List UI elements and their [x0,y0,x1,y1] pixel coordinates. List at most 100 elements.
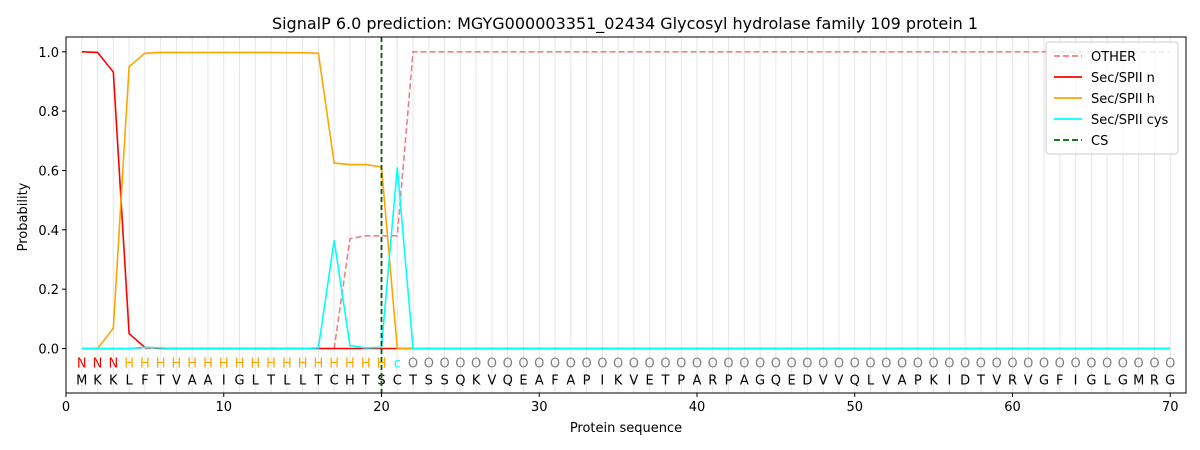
region-label: O [1070,356,1080,371]
region-label: H [345,356,355,371]
region-label: H [282,356,292,371]
region-label: O [439,356,449,371]
region-label: O [471,356,481,371]
region-label: H [124,356,134,371]
residue-label: P [677,374,685,389]
residue-label: K [614,374,623,389]
region-label: O [676,356,686,371]
region-label: O [424,356,434,371]
region-label: O [739,356,749,371]
legend-entry-label: OTHER [1091,50,1136,65]
residue-label: V [172,374,181,389]
legend-box [1045,41,1179,155]
residue-label: F [141,374,148,389]
residue-label: A [535,374,544,389]
x-tick-label: 40 [689,400,706,415]
region-label: H [187,356,197,371]
residue-label: K [93,374,102,389]
residue-label: P [583,374,591,389]
residue-label: P [914,374,922,389]
region-label: N [108,356,118,371]
residue-label: S [425,374,433,389]
residue-label: G [755,374,765,389]
region-label: O [1134,356,1144,371]
residue-label: G [234,374,244,389]
region-label: H [140,356,150,371]
residue-label: L [252,374,260,389]
region-label: c [394,356,401,371]
region-label: O [1007,356,1017,371]
region-label: H [250,356,260,371]
series-line-sec-spii-n [81,51,1171,350]
residue-label: G [1086,374,1096,389]
residue-label: Q [503,374,513,389]
region-label: O [581,356,591,371]
y-tick-label: 1.0 [38,46,59,61]
region-label: H [219,356,229,371]
region-label: O [1165,356,1175,371]
region-label: O [976,356,986,371]
region-label: H [203,356,213,371]
residue-label: A [566,374,575,389]
region-label: O [1118,356,1128,371]
x-tick-label: 20 [373,400,390,415]
residue-label: M [1133,374,1144,389]
residue-label: I [600,374,604,389]
residue-label: M [76,374,87,389]
residue-label: T [361,374,370,389]
residue-label: E [646,374,654,389]
residue-label: C [393,374,402,389]
region-label: O [408,356,418,371]
region-label: O [865,356,875,371]
region-label: O [771,356,781,371]
residue-label: L [867,374,875,389]
region-label: O [1149,356,1159,371]
chart-title: SignalP 6.0 prediction: MGYG000003351_02… [272,14,978,34]
residue-label: V [992,374,1001,389]
residue-label: V [819,374,828,389]
residue-label: I [1074,374,1078,389]
region-label: O [597,356,607,371]
region-label: O [1023,356,1033,371]
region-label: O [518,356,528,371]
x-tick-label: 0 [62,400,70,415]
x-axis-label: Protein sequence [570,421,682,436]
residue-label: C [330,374,339,389]
residue-label: Q [455,374,465,389]
region-label: O [534,356,544,371]
residue-label: V [835,374,844,389]
residue-label: V [882,374,891,389]
residue-label: T [313,374,322,389]
residue-label: D [802,374,812,389]
series-line-sec-spii-h [81,51,1171,350]
x-tick-label: 50 [846,400,863,415]
residue-label: V [629,374,638,389]
residue-label: F [551,374,558,389]
region-label: O [723,356,733,371]
residue-label: A [898,374,907,389]
residue-label: L [299,374,307,389]
residue-label: L [1104,374,1112,389]
region-label: O [629,356,639,371]
region-label: O [1055,356,1065,371]
region-label: O [913,356,923,371]
y-axis-label: Probability [16,182,31,251]
residue-label: V [487,374,496,389]
region-label: O [645,356,655,371]
region-label: O [755,356,765,371]
residue-label: I [947,374,951,389]
y-tick-label: 0.0 [38,343,59,358]
region-label: O [787,356,797,371]
legend-entry-label: Sec/SPII n [1091,71,1155,86]
residue-label: F [1056,374,1063,389]
residue-label: T [156,374,165,389]
region-label: O [708,356,718,371]
residue-label: K [472,374,481,389]
region-label: H [156,356,166,371]
legend-entry-label: CS [1091,134,1108,149]
region-label: H [298,356,308,371]
region-label: O [960,356,970,371]
region-label: H [172,356,182,371]
y-tick-label: 0.2 [38,283,59,298]
residue-label: I [222,374,226,389]
